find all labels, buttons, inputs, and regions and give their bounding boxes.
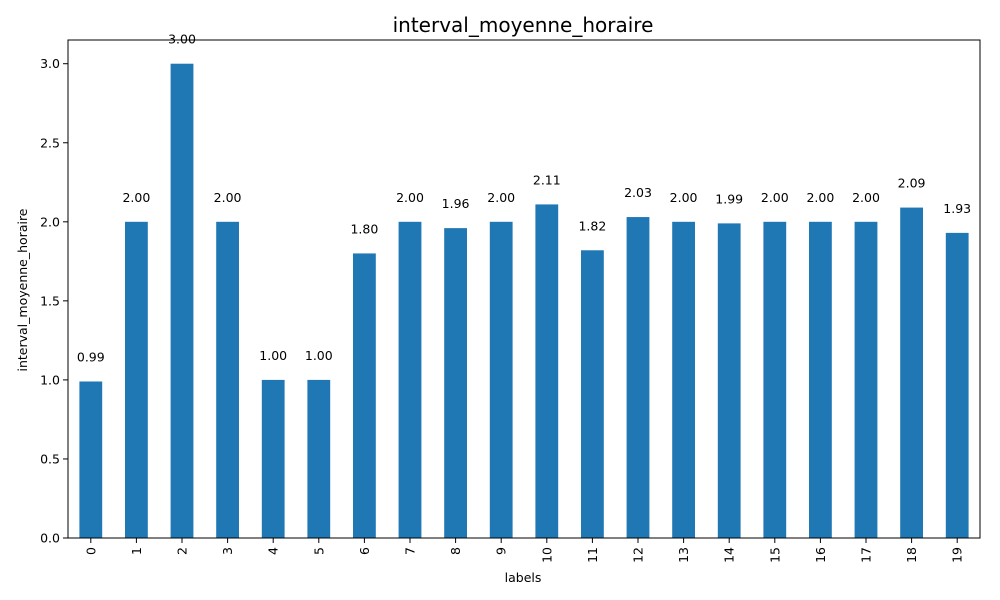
data-label-15: 2.00 (761, 190, 789, 205)
bar-1 (125, 221, 148, 538)
bar-18 (900, 207, 923, 538)
x-tick-label-13: 13 (676, 547, 691, 563)
data-label-14: 1.99 (715, 191, 743, 206)
x-axis-label: labels (505, 570, 542, 585)
y-tick-label-0.5: 0.5 (40, 451, 60, 466)
x-tick-label-10: 10 (539, 547, 554, 563)
data-label-7: 2.00 (396, 190, 424, 205)
bar-0 (79, 381, 103, 538)
data-label-0: 0.99 (77, 349, 105, 364)
bar-9 (489, 221, 513, 538)
chart-title: interval_moyenne_horaire (393, 13, 654, 37)
data-label-2: 3.00 (168, 32, 196, 47)
data-labels-layer: 0.99 2.00 3.00 2.00 1.00 1.00 1.80 2.00 1.96 2.00… (77, 32, 971, 365)
data-label-1: 2.00 (122, 190, 150, 205)
data-label-13: 2.00 (670, 190, 698, 205)
x-tick-label-3: 3 (220, 547, 235, 555)
bar-4 (261, 379, 285, 538)
plot-frame (67, 39, 981, 539)
bar-12 (626, 217, 650, 538)
data-label-11: 1.82 (578, 218, 606, 233)
x-tick-label-5: 5 (311, 547, 326, 555)
x-tick-label-2: 2 (175, 547, 190, 555)
y-tick-label-3.0: 3.0 (40, 56, 60, 71)
x-tick-label-16: 16 (813, 547, 828, 563)
x-tick-label-6: 6 (357, 547, 372, 555)
data-label-9: 2.00 (487, 190, 515, 205)
bar-6 (353, 253, 376, 538)
bar-8 (444, 228, 467, 538)
y-tick-label-2.0: 2.0 (40, 214, 60, 229)
x-tick-label-17: 17 (859, 547, 874, 563)
bar-13 (672, 221, 695, 538)
bar-11 (581, 250, 604, 538)
bar-10 (535, 204, 559, 539)
bar-16 (809, 221, 832, 538)
bar-14 (717, 223, 741, 538)
data-label-10: 2.11 (533, 172, 561, 187)
x-tick-label-7: 7 (403, 547, 418, 555)
data-label-4: 1.00 (259, 348, 287, 363)
x-tick-label-15: 15 (767, 547, 782, 563)
x-tick-label-12: 12 (631, 547, 646, 563)
data-label-3: 2.00 (214, 190, 242, 205)
y-tick-label-0.0: 0.0 (40, 531, 60, 546)
data-label-16: 2.00 (806, 190, 834, 205)
x-tick-label-4: 4 (266, 547, 281, 555)
bars-layer (79, 63, 969, 539)
bar-5 (307, 379, 331, 538)
data-label-18: 2.09 (898, 176, 926, 191)
x-tick-label-19: 19 (950, 547, 965, 563)
data-label-8: 1.96 (442, 196, 470, 211)
x-axis-ticks: 0 1 2 3 4 5 6 7 8 9 10 11 12 13 14 15 16 17 18 19 (83, 538, 965, 563)
x-tick-label-1: 1 (129, 547, 144, 555)
x-tick-label-8: 8 (448, 547, 463, 555)
data-label-19: 1.93 (943, 201, 971, 216)
x-tick-label-0: 0 (83, 547, 98, 555)
bar-7 (398, 221, 422, 538)
x-tick-label-9: 9 (494, 547, 509, 555)
y-tick-label-1.0: 1.0 (40, 372, 60, 387)
y-tick-label-1.5: 1.5 (40, 293, 60, 308)
bar-15 (763, 221, 787, 538)
data-label-5: 1.00 (305, 348, 333, 363)
bar-17 (854, 221, 878, 538)
bar-19 (945, 232, 969, 538)
x-tick-label-18: 18 (904, 547, 919, 563)
data-label-6: 1.80 (350, 221, 378, 236)
bar-3 (216, 221, 239, 538)
y-tick-label-2.5: 2.5 (40, 135, 60, 150)
bar-2 (170, 63, 194, 539)
y-axis-label: interval_moyenne_horaire (15, 208, 30, 371)
x-tick-label-14: 14 (722, 547, 737, 563)
x-tick-label-11: 11 (585, 547, 600, 563)
data-label-17: 2.00 (852, 190, 880, 205)
y-axis-ticks: 0.0 0.5 1.0 1.5 2.0 2.5 3.0 (40, 56, 68, 546)
data-label-12: 2.03 (624, 185, 652, 200)
